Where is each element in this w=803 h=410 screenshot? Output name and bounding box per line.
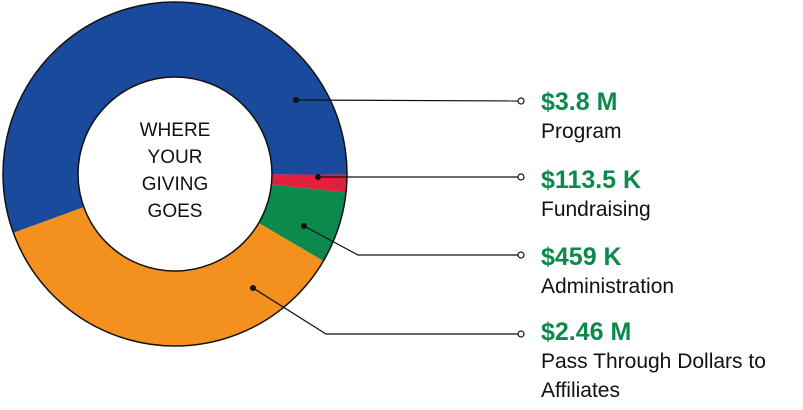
slice-label: $3.8 M Program xyxy=(541,88,803,146)
leader-dot xyxy=(301,223,307,229)
category-label: Pass Through Dollars to Affiliates xyxy=(541,350,766,402)
leader-end xyxy=(517,97,525,105)
value-label: $2.46 M xyxy=(541,318,632,346)
leader-line xyxy=(295,99,519,102)
donut-slice xyxy=(3,2,348,233)
value-label: $113.5 K xyxy=(541,166,642,194)
leader-end xyxy=(517,173,525,181)
center-text: YOUR xyxy=(148,147,203,168)
donut-hole xyxy=(77,76,273,272)
leader-dot xyxy=(250,285,256,291)
donut-outline xyxy=(2,1,348,347)
center-text: GOES xyxy=(148,201,203,222)
leader-line xyxy=(252,287,518,335)
slice-label: $113.5 K Fundraising xyxy=(541,166,803,224)
value-label: $459 K xyxy=(541,243,622,271)
value-label: $3.8 M xyxy=(541,88,618,116)
center-text: GIVING xyxy=(142,174,209,195)
category-label: Administration xyxy=(541,275,675,298)
donut-slice xyxy=(13,207,324,346)
leader-line xyxy=(303,225,518,256)
leader-dot xyxy=(315,174,321,180)
leader-end xyxy=(517,330,525,338)
donut-slice xyxy=(258,184,346,261)
center-text: WHERE xyxy=(140,120,211,141)
leader-dot xyxy=(293,97,299,103)
slice-label: $459 K Administration xyxy=(541,243,803,301)
category-label: Fundraising xyxy=(541,198,651,221)
leader-end xyxy=(517,251,525,259)
slice-label: $2.46 M Pass Through Dollars to Affiliate… xyxy=(541,318,803,405)
category-label: Program xyxy=(541,120,622,143)
donut-slice xyxy=(271,174,347,193)
